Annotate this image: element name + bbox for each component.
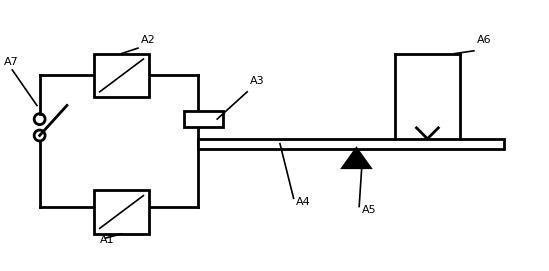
Text: A7: A7 xyxy=(4,57,19,67)
Bar xyxy=(198,139,504,149)
Bar xyxy=(94,190,149,234)
Bar xyxy=(94,54,149,97)
Text: A6: A6 xyxy=(477,36,491,45)
Text: A1: A1 xyxy=(100,235,114,245)
Text: A3: A3 xyxy=(250,76,265,86)
Bar xyxy=(184,111,222,127)
Text: A2: A2 xyxy=(141,36,155,45)
Polygon shape xyxy=(343,149,370,168)
Text: A4: A4 xyxy=(296,196,311,207)
Text: A5: A5 xyxy=(362,205,377,215)
